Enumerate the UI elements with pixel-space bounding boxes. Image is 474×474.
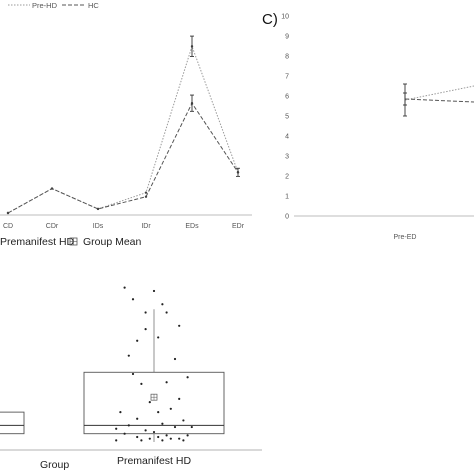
series-point-1-1 [50, 187, 54, 190]
series-line-c-1 [404, 98, 474, 103]
data-point-8 [178, 324, 181, 327]
y-tick-label-5: 5 [285, 114, 289, 121]
data-point-12 [131, 372, 135, 376]
y-tick-label-4: 4 [285, 134, 289, 141]
data-point-3 [161, 303, 164, 306]
x-tick-label-1: CDr [46, 223, 59, 230]
data-point-18 [119, 411, 122, 414]
data-point-4 [144, 311, 147, 314]
left-box-iqr [0, 411, 25, 435]
y-tick-label-7: 7 [285, 74, 289, 81]
data-point-39 [140, 439, 143, 442]
data-point-28 [152, 430, 156, 434]
data-point-31 [186, 434, 189, 437]
x-tick-label-4: EDs [185, 223, 199, 230]
data-point-30 [136, 435, 139, 439]
data-point-15 [140, 382, 143, 385]
series-point-0-3 [144, 191, 148, 194]
data-point-17 [178, 397, 181, 400]
data-point-37 [115, 427, 118, 430]
data-point-35 [161, 439, 164, 442]
panel-box-plot: Group Premanifest HD [0, 286, 262, 471]
legend-label-prehd: Pre-HD [32, 1, 58, 10]
data-point-36 [190, 425, 193, 429]
data-point-13 [165, 381, 168, 384]
x-tick-label-pre-ed: Pre-ED [394, 234, 417, 241]
data-point-9 [157, 336, 160, 339]
data-point-6 [136, 339, 139, 342]
y-tick-label-3: 3 [285, 154, 289, 161]
data-point-34 [115, 439, 118, 442]
legend-label-group-mean: Group Mean [83, 236, 142, 248]
panel-c-chart: C) 0 1 2 3 4 5 6 7 8 9 10 Pre-ED [262, 11, 474, 241]
legend-label-hc: HC [88, 1, 99, 10]
data-point-38 [157, 435, 160, 439]
data-point-20 [169, 407, 172, 410]
plot-area [6, 35, 240, 215]
y-tick-label-2: 2 [285, 174, 289, 181]
panel-label-c: C) [262, 11, 278, 28]
x-tick-label-2: IDs [93, 223, 104, 230]
legend-label-premanifest: Premanifest HD [0, 236, 75, 248]
data-point-41 [182, 439, 185, 442]
series-point-1-2 [96, 207, 100, 211]
data-point-22 [182, 419, 185, 422]
y-tick-label-6: 6 [285, 94, 289, 101]
data-point-7 [144, 328, 147, 331]
data-point-26 [173, 425, 177, 429]
data-point-16 [148, 401, 151, 404]
legend: Pre-HD HC [8, 1, 99, 10]
box-legend: Premanifest HD Group Mean [0, 236, 142, 248]
y-tick-label-10: 10 [281, 14, 289, 21]
plot-area-c [294, 83, 474, 217]
data-point-33 [178, 437, 181, 440]
data-point-32 [148, 437, 151, 440]
series-point-1-0 [6, 211, 10, 215]
x-tick-label-5: EDr [232, 223, 245, 230]
x-tick-label-premanifest: Premanifest HD [117, 455, 192, 467]
series-point-1-3 [144, 195, 148, 198]
data-point-11 [173, 357, 177, 361]
box-iqr [83, 371, 225, 435]
data-point-24 [161, 422, 164, 425]
data-point-10 [127, 354, 130, 357]
y-tick-label-0: 0 [285, 214, 289, 221]
data-point-40 [169, 437, 172, 440]
data-point-21 [136, 417, 139, 420]
data-point-2 [131, 298, 135, 301]
data-point-29 [165, 434, 168, 437]
y-tick-label-8: 8 [285, 54, 289, 61]
data-point-14 [186, 376, 189, 379]
x-tick-label-0: CD [3, 223, 13, 230]
data-point-25 [144, 429, 147, 432]
data-point-27 [123, 432, 126, 435]
data-point-0 [123, 286, 126, 289]
series-line-c-0 [404, 85, 474, 101]
panel-line-chart: Pre-HD HC CD CDr IDs IDr EDs EDr [0, 1, 252, 230]
x-axis-title: Group [40, 459, 69, 471]
x-tick-labels: CD CDr IDs IDr EDs EDr [3, 223, 245, 230]
y-tick-label-1: 1 [285, 194, 289, 201]
series-line-0 [7, 44, 239, 214]
y-tick-labels: 0 1 2 3 4 5 6 7 8 9 10 [281, 14, 289, 221]
box-plot-area [0, 286, 225, 442]
data-point-23 [127, 424, 130, 427]
data-point-19 [157, 411, 160, 414]
data-point-5 [165, 311, 168, 314]
y-tick-label-9: 9 [285, 34, 289, 41]
x-tick-label-3: IDr [141, 223, 151, 230]
series-line-1 [7, 102, 239, 214]
data-point-1 [152, 289, 156, 293]
